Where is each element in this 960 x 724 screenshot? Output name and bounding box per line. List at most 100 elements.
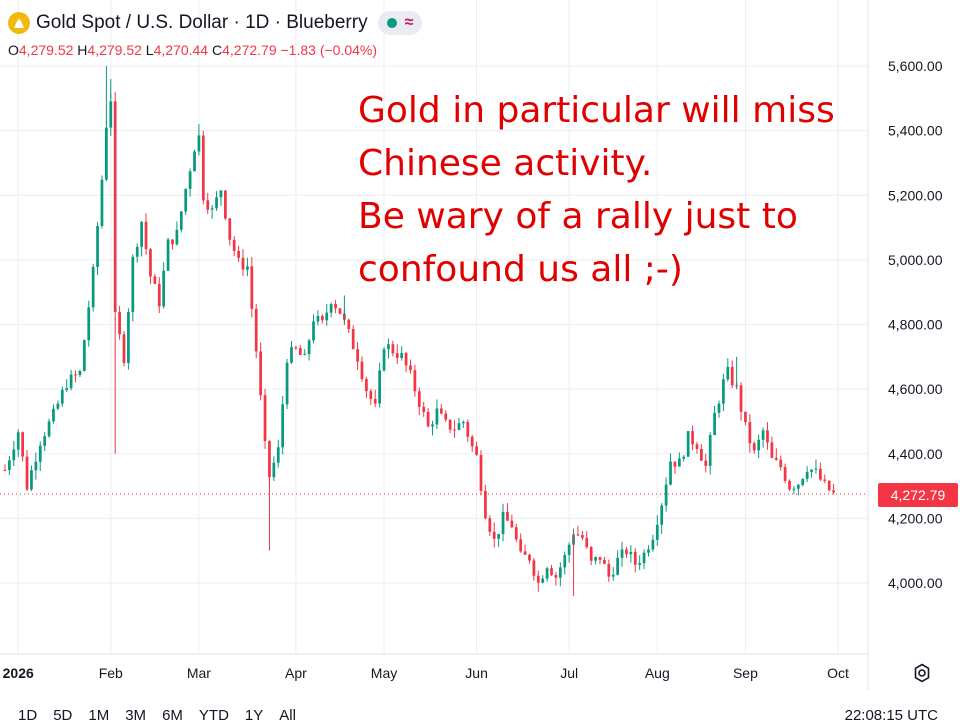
candle-body xyxy=(700,448,703,461)
candle xyxy=(387,338,390,359)
candle-body xyxy=(506,511,509,521)
candle xyxy=(365,376,368,399)
candle xyxy=(228,218,232,246)
timeframe-6m[interactable]: 6M xyxy=(162,707,183,724)
chart-annotation[interactable]: Gold in particular will miss Chinese act… xyxy=(358,84,835,296)
candle-body xyxy=(38,445,42,462)
candle-body xyxy=(589,547,593,561)
annotation-line: confound us all ;-) xyxy=(358,249,683,290)
candle-body xyxy=(567,544,571,555)
candle-body xyxy=(722,379,725,404)
timeframe-1y[interactable]: 1Y xyxy=(244,707,264,724)
candle-body xyxy=(404,353,408,366)
candle xyxy=(550,565,553,577)
candle-body xyxy=(272,462,276,478)
candle xyxy=(783,463,787,484)
time-tick-label: Mar xyxy=(187,665,211,681)
time-tick-label: Aug xyxy=(645,665,670,681)
candle xyxy=(448,419,452,434)
candle-body xyxy=(453,429,456,431)
candle-body xyxy=(519,539,523,552)
candle xyxy=(303,349,307,356)
candle xyxy=(91,263,95,312)
price-tick-label: 4,600.00 xyxy=(888,381,943,397)
candle-body xyxy=(281,404,285,448)
candle xyxy=(16,429,20,458)
candle-body xyxy=(827,480,831,491)
candle-body xyxy=(594,557,597,561)
candle-body xyxy=(479,454,483,491)
candle-body xyxy=(263,395,267,441)
timeframe-1m[interactable]: 1M xyxy=(88,707,110,724)
candle-body xyxy=(171,239,174,245)
candle-body xyxy=(254,308,258,352)
time-axis: 2026 Feb Mar Apr May Jun Jul Aug Sep Oct xyxy=(3,665,849,681)
candle xyxy=(157,276,161,314)
candle xyxy=(827,480,831,492)
candle xyxy=(744,411,747,426)
candle xyxy=(87,300,91,347)
candle-body xyxy=(157,283,161,307)
candle-body xyxy=(413,370,417,392)
candle xyxy=(788,479,791,491)
candle xyxy=(642,549,646,570)
candle-body xyxy=(563,554,567,568)
candle-body xyxy=(175,229,179,245)
candle xyxy=(272,456,276,481)
candle xyxy=(360,356,364,382)
open-value: 4,279.52 xyxy=(18,42,74,58)
timeframe-ytd[interactable]: YTD xyxy=(198,707,229,724)
candle xyxy=(536,570,540,592)
wave-icon: ≈ xyxy=(404,14,414,31)
candle-body xyxy=(501,511,505,534)
candle-body xyxy=(60,389,64,404)
candle-body xyxy=(105,127,108,180)
timeframe-1d[interactable]: 1D xyxy=(18,707,38,724)
candle-body xyxy=(426,411,430,427)
candle-body xyxy=(655,524,659,540)
candle xyxy=(378,362,381,408)
candle-body xyxy=(448,419,452,430)
candle xyxy=(56,400,60,411)
candle-body xyxy=(475,446,478,455)
candle xyxy=(118,305,121,340)
status-pill[interactable]: ≈ xyxy=(377,11,423,35)
candle-body xyxy=(241,257,245,270)
candle-body xyxy=(532,560,536,576)
candle xyxy=(404,351,408,373)
candle xyxy=(748,414,752,453)
candle xyxy=(713,406,716,436)
candle-body xyxy=(581,535,584,538)
candle xyxy=(607,559,611,582)
candle-body xyxy=(100,179,104,227)
price-tick-label: 5,200.00 xyxy=(888,187,943,203)
candle-body xyxy=(607,563,611,577)
candle xyxy=(541,575,545,584)
timeframe-all[interactable]: All xyxy=(279,707,296,724)
candle xyxy=(100,175,104,229)
settings-gear-icon[interactable] xyxy=(911,662,933,684)
symbol-header[interactable]: Gold Spot / U.S. Dollar · 1D · Blueberry… xyxy=(8,10,423,36)
candle-body xyxy=(439,408,443,414)
candle xyxy=(122,331,126,367)
timeframe-3m[interactable]: 3M xyxy=(125,707,147,724)
candle-body xyxy=(796,484,800,489)
high-value: 4,279.52 xyxy=(87,42,142,58)
candle-body xyxy=(201,135,205,201)
candle-body xyxy=(153,276,157,284)
candle xyxy=(497,533,500,547)
candle xyxy=(677,452,681,467)
utc-clock[interactable]: 22:08:15 UTC xyxy=(844,707,938,724)
candle-body xyxy=(484,490,487,519)
candle-body xyxy=(576,534,580,536)
candle-body xyxy=(757,439,761,451)
candle-body xyxy=(179,211,183,230)
candle-body xyxy=(409,365,412,371)
market-open-dot-icon xyxy=(386,18,397,28)
candle-body xyxy=(642,552,646,564)
candle-body xyxy=(197,135,201,152)
candle xyxy=(8,455,11,475)
low-label: L xyxy=(145,42,154,58)
timeframe-5d[interactable]: 5D xyxy=(53,707,73,724)
